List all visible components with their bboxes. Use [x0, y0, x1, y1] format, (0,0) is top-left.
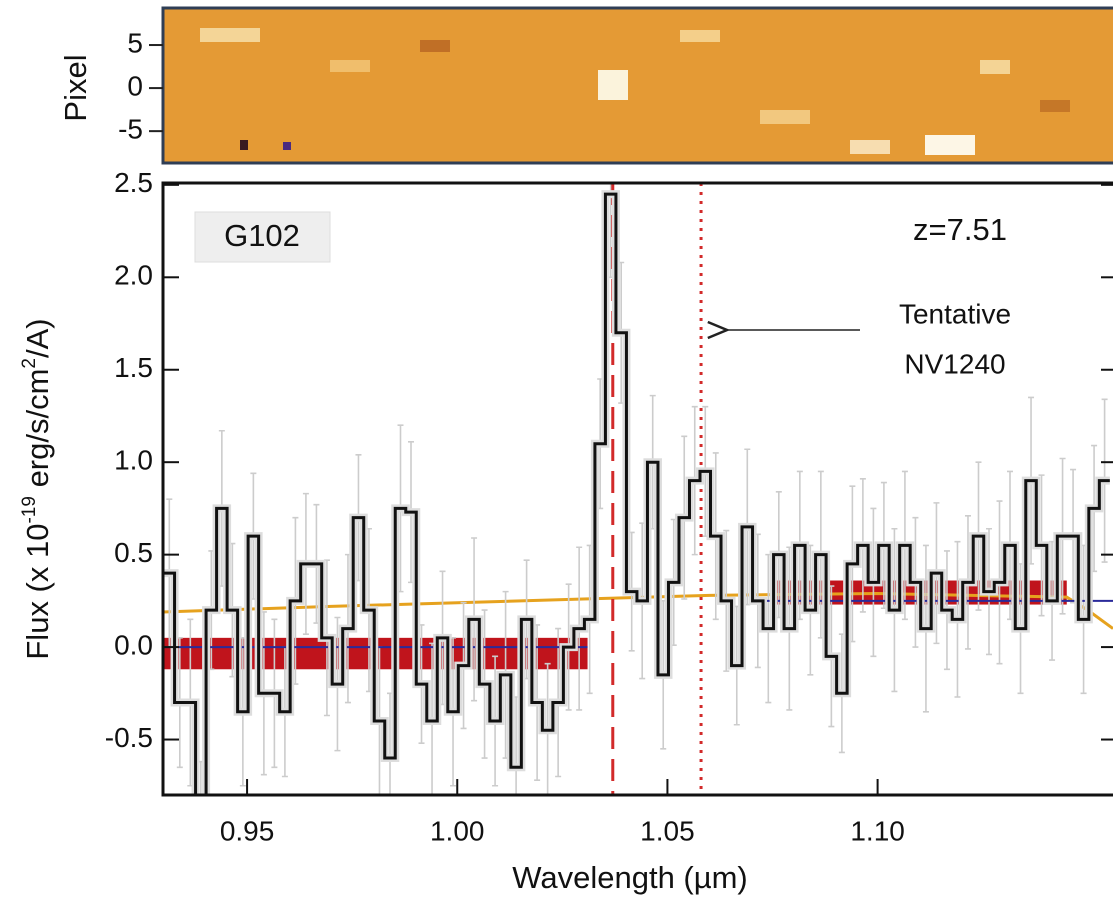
- x-tick-label: 1.05: [640, 815, 695, 846]
- y-axis-label-part: /A): [20, 318, 55, 358]
- y-axis-label: Flux (x 10-19 erg/s/cm2/A): [19, 318, 56, 659]
- x-tick-label: 1.10: [850, 815, 905, 846]
- y-axis-label-part: 2: [19, 358, 40, 369]
- y-tick-label: -0.5: [105, 722, 153, 753]
- label-box: [194, 211, 331, 263]
- spectrum-image: [161, 6, 1113, 165]
- y-tick-label: 0: [127, 70, 143, 101]
- plot-frame: [161, 181, 1113, 797]
- annotation: Tentative: [899, 298, 1011, 329]
- spectrum-line: [164, 192, 1110, 795]
- y-axis-label-part: Flux (x 10: [20, 524, 55, 660]
- plot-area: [163, 183, 1113, 795]
- redshift-label: z=7.51: [913, 212, 1007, 247]
- annotation: NV1240: [904, 348, 1005, 379]
- x-tick-label: 0.95: [220, 815, 275, 846]
- x-axis-label: Wavelength (µm): [512, 860, 748, 895]
- y-tick-label: -5: [118, 114, 143, 145]
- x-tick-label: 1.00: [430, 815, 485, 846]
- y-axis-label-part: erg/s/cm: [20, 369, 55, 496]
- spectrum-plot: 0.95 1.00 1.05 1.10 2.5 2.0 1.5 1.0 0.5 0.0 -0.5: [105, 167, 1113, 846]
- y-tick-label: 1.0: [114, 445, 153, 476]
- y-tick-label: 0.0: [114, 629, 153, 660]
- image-y-label: Pixel: [58, 54, 93, 121]
- y-tick-label: 5: [127, 27, 143, 58]
- y-tick-label: 2.0: [114, 260, 153, 291]
- y-tick-label: 0.5: [114, 537, 153, 568]
- y-tick-label: 1.5: [114, 352, 153, 383]
- y-axis-label-part: -19: [19, 496, 40, 523]
- grism-label: G102: [224, 218, 300, 253]
- y-tick-label: 2.5: [114, 167, 153, 198]
